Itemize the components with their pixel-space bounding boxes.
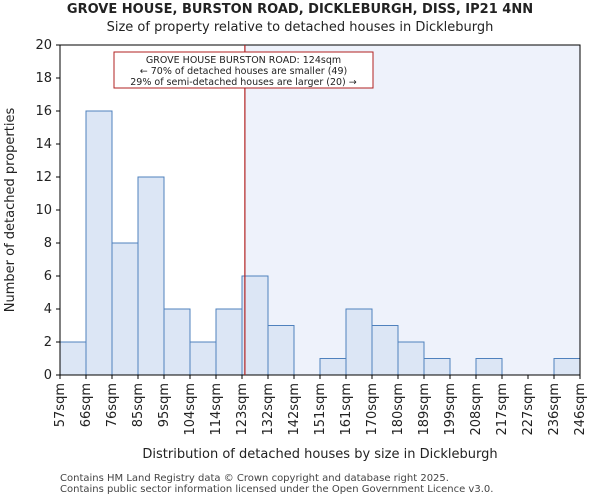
bar-151sqm: [319, 358, 347, 376]
chart-title: GROVE HOUSE, BURSTON ROAD, DICKLEBURGH, …: [66, 2, 534, 17]
y-tick-label-2: 2: [44, 335, 52, 350]
bar-85sqm: [137, 176, 165, 376]
y-tick-label-14: 14: [35, 137, 52, 152]
bar-189sqm: [423, 358, 451, 376]
x-tick-label-246sqm: 246sqm: [573, 383, 588, 436]
y-axis-label: Number of detached properties: [3, 108, 18, 313]
x-tick-label-199sqm: 199sqm: [443, 383, 458, 436]
y-tick-label-6: 6: [44, 269, 52, 284]
x-tick-label-227sqm: 227sqm: [521, 383, 536, 436]
x-axis-label: Distribution of detached houses by size …: [142, 447, 497, 462]
bar-104sqm: [189, 341, 217, 376]
bar-76sqm: [111, 242, 139, 376]
x-tick-label-114sqm: 114sqm: [209, 383, 224, 436]
y-tick-label-0: 0: [44, 368, 52, 383]
footer-line-1: Contains HM Land Registry data © Crown c…: [60, 473, 449, 484]
y-tick-label-18: 18: [35, 71, 52, 86]
x-tick-label-151sqm: 151sqm: [313, 383, 328, 436]
bar-236sqm: [553, 358, 581, 376]
bar-132sqm: [267, 325, 295, 376]
highlight-region: [244, 45, 580, 375]
x-tick-label-76sqm: 76sqm: [105, 383, 120, 427]
x-tick-label-123sqm: 123sqm: [235, 383, 250, 436]
x-tick-label-95sqm: 95sqm: [157, 383, 172, 427]
y-tick-label-10: 10: [35, 203, 52, 218]
bar-123sqm: [241, 275, 269, 376]
annotation-line-2: ← 70% of detached houses are smaller (49…: [140, 66, 347, 77]
x-tick-label-161sqm: 161sqm: [339, 383, 354, 436]
bar-170sqm: [371, 325, 399, 376]
x-tick-label-132sqm: 132sqm: [261, 383, 276, 436]
y-tick-label-8: 8: [44, 236, 52, 251]
y-tick-label-16: 16: [35, 104, 52, 119]
x-tick-label-57sqm: 57sqm: [53, 383, 68, 427]
x-tick-label-236sqm: 236sqm: [547, 383, 562, 436]
x-tick-label-208sqm: 208sqm: [469, 383, 484, 436]
x-tick-label-85sqm: 85sqm: [131, 383, 146, 427]
x-tick-label-104sqm: 104sqm: [183, 383, 198, 436]
x-tick-label-142sqm: 142sqm: [287, 383, 302, 436]
bar-161sqm: [345, 308, 373, 376]
x-tick-label-170sqm: 170sqm: [365, 383, 380, 436]
chart-subtitle: Size of property relative to detached ho…: [106, 20, 494, 35]
annotation-line-3: 29% of semi-detached houses are larger (…: [130, 77, 357, 88]
bar-57sqm: [59, 341, 87, 376]
y-tick-label-4: 4: [44, 302, 52, 317]
y-tick-label-12: 12: [35, 170, 52, 185]
bar-180sqm: [397, 341, 425, 376]
y-tick-label-20: 20: [35, 38, 52, 53]
x-tick-label-189sqm: 189sqm: [417, 383, 432, 436]
bar-208sqm: [475, 358, 503, 376]
bar-114sqm: [215, 308, 243, 376]
bar-66sqm: [85, 110, 113, 376]
annotation-box: [113, 51, 374, 89]
bar-95sqm: [163, 308, 191, 376]
annotation-line-1: GROVE HOUSE BURSTON ROAD: 124sqm: [146, 55, 341, 66]
footer-line-2: Contains public sector information licen…: [60, 484, 494, 495]
x-tick-label-180sqm: 180sqm: [391, 383, 406, 436]
x-tick-label-217sqm: 217sqm: [495, 383, 510, 436]
x-tick-label-66sqm: 66sqm: [79, 383, 94, 427]
